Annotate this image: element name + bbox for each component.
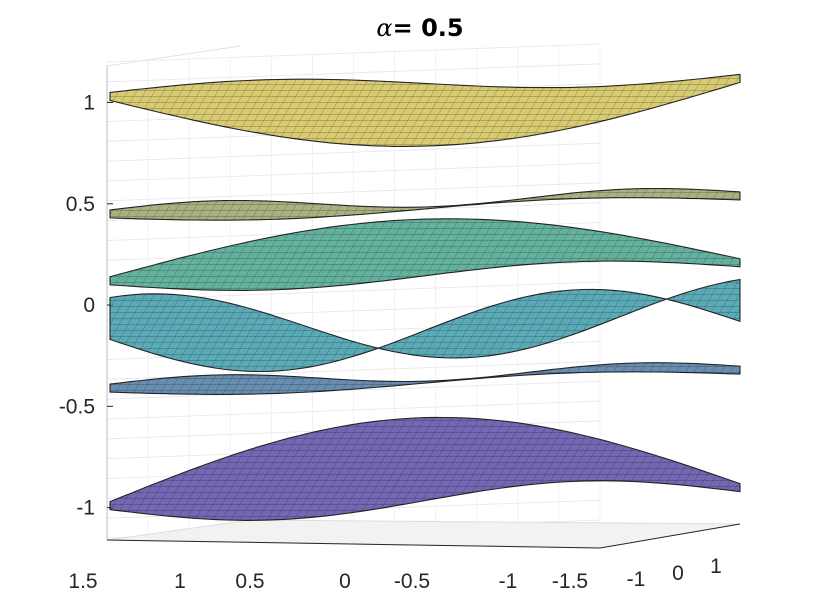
x-tick-label: 0.5 — [235, 570, 264, 593]
x-tick-label: 1.5 — [68, 570, 97, 593]
y-tick-label: 0 — [672, 562, 684, 585]
z-tick-label: 1 — [83, 92, 95, 115]
z-tick-label: -0.5 — [59, 395, 95, 418]
surface-layer-3 — [109, 218, 741, 291]
floor-plane — [106, 519, 741, 549]
x-tick-label: 0 — [339, 570, 351, 593]
surface-mesh — [110, 74, 740, 147]
y-tick-label: 1 — [710, 555, 722, 578]
y-axis-line — [599, 523, 741, 549]
z-tick-label: 0 — [83, 294, 95, 317]
y-tick-label: -1 — [627, 568, 646, 591]
x-tick-label: -1 — [499, 570, 518, 593]
surface-layer-1 — [109, 73, 741, 147]
surface-layer-5 — [109, 362, 741, 395]
top-edge-line — [106, 45, 241, 67]
x-axis-line — [106, 539, 601, 549]
z-tick-label: 0.5 — [66, 193, 95, 216]
x-tick-label: -0.5 — [394, 570, 430, 593]
x-tick-label: -1.5 — [552, 570, 588, 593]
z-tick-label: -1 — [76, 497, 95, 520]
surface-mesh — [110, 417, 740, 521]
surface-layer-6 — [109, 416, 741, 521]
surfaces — [109, 73, 741, 521]
surface-mesh — [110, 188, 740, 221]
axes — [106, 45, 741, 549]
grid-line-z — [106, 43, 601, 63]
surface-mesh — [110, 362, 740, 395]
surface-mesh — [110, 279, 740, 372]
x-tick-label: 1 — [174, 570, 186, 593]
tick-labels: 1 0.5 0 -0.5 -1 1.5 1 0.5 0 -0.5 -1 -1.5 -1 0 1 — [59, 92, 722, 593]
chart-title: α= 0.5 — [376, 14, 463, 42]
surface-layer-2 — [109, 187, 741, 221]
surface-layer-4 — [109, 278, 741, 373]
surface-mesh — [110, 218, 740, 291]
